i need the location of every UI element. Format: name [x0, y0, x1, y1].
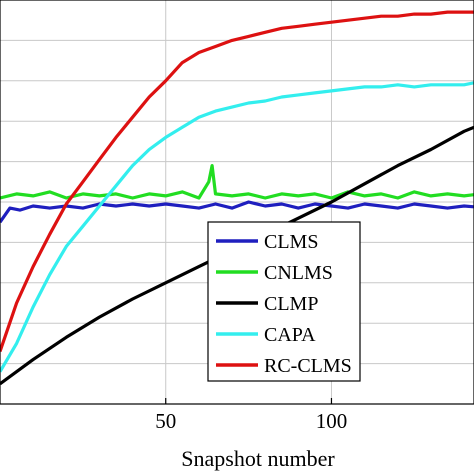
series-line-clms	[0, 200, 474, 224]
legend-label-capa: CAPA	[264, 324, 316, 346]
series-line-capa	[0, 81, 474, 373]
x-ticks: 50 100	[155, 398, 347, 433]
x-axis-label: Snapshot number	[181, 446, 335, 471]
series-line-cnlms	[0, 164, 474, 200]
x-tick-label-0: 50	[155, 409, 176, 433]
x-tick-label-1: 100	[316, 409, 348, 433]
legend-label-clmp: CLMP	[264, 293, 318, 315]
legend-label-clms: CLMS	[264, 231, 318, 253]
plot-area	[0, 0, 474, 405]
legend-label-rc-clms: RC-CLMS	[264, 355, 352, 377]
legend-label-cnlms: CNLMS	[264, 262, 333, 284]
legend: CLMS CNLMS CLMP CAPA RC-CLMS	[207, 221, 361, 382]
series-line-rc-clms	[0, 10, 474, 353]
